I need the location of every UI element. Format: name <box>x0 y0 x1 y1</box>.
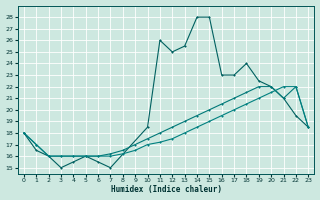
X-axis label: Humidex (Indice chaleur): Humidex (Indice chaleur) <box>111 185 221 194</box>
